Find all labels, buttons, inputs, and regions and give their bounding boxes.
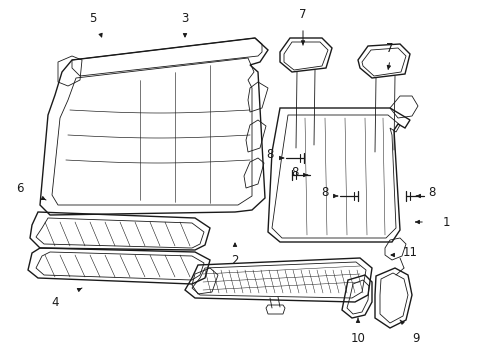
Text: 7: 7 bbox=[386, 41, 393, 54]
Text: 1: 1 bbox=[441, 216, 449, 229]
Text: 5: 5 bbox=[89, 12, 97, 24]
Text: 3: 3 bbox=[181, 12, 188, 24]
Text: 9: 9 bbox=[411, 332, 419, 345]
Text: 8: 8 bbox=[266, 148, 273, 162]
Text: 6: 6 bbox=[16, 181, 24, 194]
Text: 10: 10 bbox=[350, 332, 365, 345]
Text: 7: 7 bbox=[299, 8, 306, 21]
Text: 4: 4 bbox=[51, 296, 59, 309]
Text: 11: 11 bbox=[402, 246, 417, 258]
Text: 8: 8 bbox=[321, 186, 328, 199]
Text: 8: 8 bbox=[427, 186, 435, 199]
Text: 2: 2 bbox=[231, 253, 238, 266]
Text: 8: 8 bbox=[291, 166, 298, 179]
